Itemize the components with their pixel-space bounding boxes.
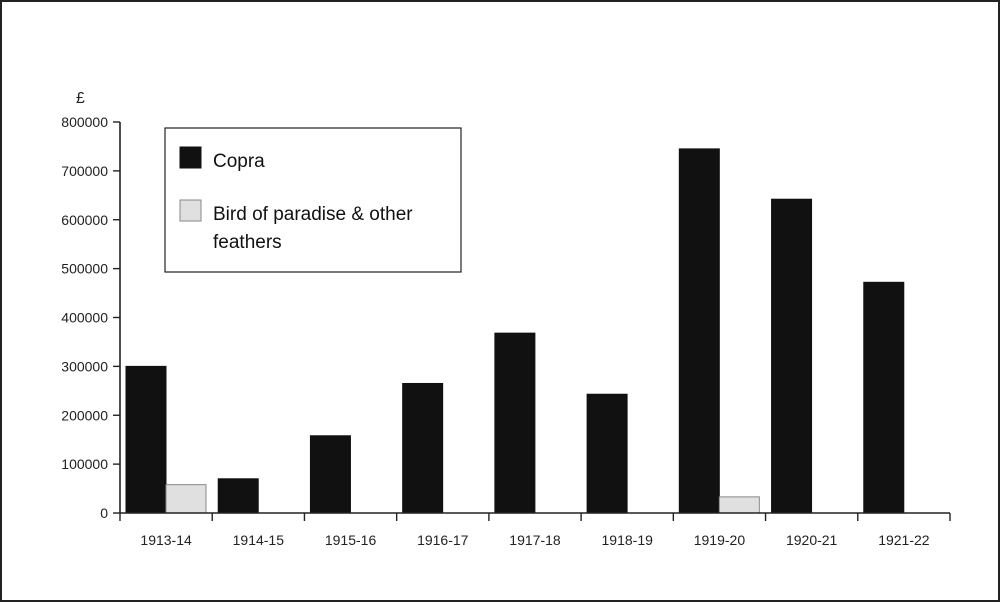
legend-swatch-copra: [179, 146, 202, 169]
x-tick-label: 1916-17: [417, 532, 469, 548]
x-axis-ticks: 1913-14 1914-15 1915-16 1916-17 1917-18 1918-…: [119, 513, 951, 548]
copra-bar-1917-18: [494, 332, 536, 514]
y-tick-label: 400000: [61, 310, 108, 326]
legend-box: [164, 127, 462, 273]
feathers-bar-1919-20: [718, 496, 760, 514]
y-tick-label: 300000: [61, 358, 108, 374]
copra-bar-1915-16: [309, 435, 351, 514]
x-tick-label: 1914-15: [233, 532, 285, 548]
y-tick-label: 700000: [61, 163, 108, 179]
y-axis-ticks: 0 100000 200000 300000 400000 500000 600000 700…: [61, 114, 120, 521]
feathers-bar-1913-14: [165, 484, 207, 514]
copra-bar-1921-22: [863, 281, 905, 514]
x-tick-label: 1918-19: [602, 532, 654, 548]
legend-swatch-feathers: [179, 199, 202, 222]
y-tick-label: 800000: [61, 114, 108, 130]
legend-label: Copra: [213, 151, 265, 172]
x-tick-label: 1917-18: [509, 532, 561, 548]
copra-bar-1916-17: [402, 382, 444, 514]
x-tick-label: 1921-22: [878, 532, 930, 548]
x-tick-label: 1915-16: [325, 532, 377, 548]
copra-bar-1920-21: [771, 198, 813, 514]
legend-label: feathers: [213, 232, 282, 253]
axes: [119, 122, 950, 514]
copra-bar-1919-20: [678, 148, 720, 514]
bars: [125, 148, 905, 514]
x-tick-label: 1919-20: [694, 532, 746, 548]
legend-label: Bird of paradise & other: [213, 204, 413, 225]
y-tick-label: 100000: [61, 456, 108, 472]
y-tick-label: 0: [100, 505, 108, 521]
y-tick-label: 600000: [61, 212, 108, 228]
legend: Copra Bird of paradise & other feathers: [164, 127, 462, 273]
copra-bar-1914-15: [217, 478, 259, 514]
copra-bar-1918-19: [586, 393, 628, 514]
y-tick-label: 200000: [61, 407, 108, 423]
y-tick-label: 500000: [61, 261, 108, 277]
copra-bar-1913-14: [125, 365, 167, 514]
x-tick-label: 1920-21: [786, 532, 838, 548]
y-axis-unit-label: £: [76, 90, 85, 107]
x-tick-label: 1913-14: [140, 532, 192, 548]
